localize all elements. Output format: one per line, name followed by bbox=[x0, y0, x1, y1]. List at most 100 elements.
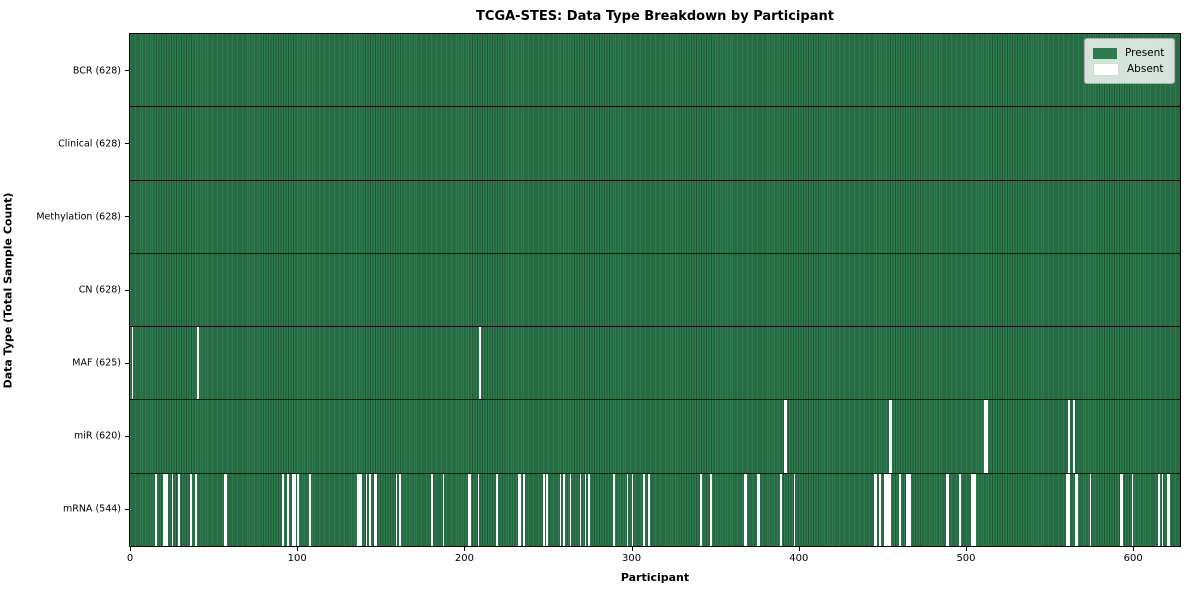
absent-stripe bbox=[700, 473, 702, 546]
absent-stripe bbox=[479, 327, 482, 400]
absent-stripe bbox=[477, 473, 480, 546]
xtick-label-300: 300 bbox=[622, 553, 642, 564]
xtick-label-0: 0 bbox=[126, 553, 134, 564]
absent-stripe bbox=[758, 473, 761, 546]
absent-stripe bbox=[885, 473, 888, 546]
xtick-mark bbox=[631, 547, 633, 551]
absent-stripe bbox=[467, 473, 470, 546]
absent-stripe bbox=[972, 473, 975, 546]
ytick-mark bbox=[125, 362, 129, 364]
absent-stripe bbox=[469, 473, 472, 546]
absent-stripe bbox=[374, 473, 376, 546]
xtick-mark bbox=[965, 547, 967, 551]
absent-stripe bbox=[588, 473, 590, 546]
absent-stripe bbox=[643, 473, 645, 546]
xtick-mark bbox=[798, 547, 800, 551]
x-axis-label: Participant bbox=[620, 571, 690, 584]
absent-stripe bbox=[889, 473, 891, 546]
absent-stripe bbox=[756, 473, 759, 546]
heatmap-row-mir bbox=[130, 399, 1180, 473]
absent-stripe bbox=[155, 473, 157, 546]
ytick-mark bbox=[125, 216, 129, 218]
absent-stripe bbox=[519, 473, 522, 546]
absent-stripe bbox=[743, 473, 746, 546]
absent-stripe bbox=[1067, 473, 1070, 546]
absent-stripe bbox=[1158, 473, 1160, 546]
absent-stripe bbox=[884, 473, 886, 546]
absent-stripe bbox=[974, 473, 976, 546]
absent-stripe bbox=[887, 473, 890, 546]
absent-stripe bbox=[542, 473, 545, 546]
absent-stripe bbox=[584, 473, 587, 546]
absent-stripe bbox=[546, 473, 548, 546]
xtick-mark bbox=[464, 547, 466, 551]
absent-stripe bbox=[569, 473, 572, 546]
absent-stripe bbox=[945, 473, 948, 546]
absent-stripe bbox=[631, 473, 634, 546]
ytick-mark bbox=[125, 435, 129, 437]
absent-stripe bbox=[287, 473, 289, 546]
ytick-mark bbox=[125, 508, 129, 510]
absent-stripe bbox=[1121, 473, 1124, 546]
absent-stripe bbox=[196, 327, 199, 400]
absent-stripe bbox=[190, 473, 192, 546]
absent-stripe bbox=[163, 473, 166, 546]
absent-stripe bbox=[357, 473, 360, 546]
absent-stripe bbox=[947, 473, 950, 546]
absent-stripe bbox=[579, 473, 582, 546]
absent-stripe bbox=[166, 473, 169, 546]
absent-stripe bbox=[225, 473, 227, 546]
heatmap-row-bcr bbox=[130, 34, 1180, 107]
absent-stripe bbox=[375, 473, 378, 546]
absent-stripe bbox=[1161, 473, 1164, 546]
absent-stripe bbox=[875, 473, 878, 546]
plot-area bbox=[129, 33, 1181, 547]
legend: Present Absent bbox=[1084, 38, 1175, 84]
absent-stripe bbox=[297, 473, 299, 546]
absent-stripe bbox=[1067, 400, 1070, 473]
absent-stripe bbox=[559, 473, 562, 546]
absent-stripe bbox=[430, 473, 433, 546]
absent-stripe bbox=[793, 473, 796, 546]
absent-stripe bbox=[648, 473, 650, 546]
ytick-label-maf: MAF (625) bbox=[72, 357, 121, 369]
absent-stripe bbox=[905, 473, 908, 546]
xtick-label-200: 200 bbox=[454, 553, 474, 564]
absent-stripe bbox=[984, 400, 987, 473]
absent-stripe bbox=[131, 327, 134, 400]
present-swatch bbox=[1093, 47, 1117, 59]
absent-stripe bbox=[626, 473, 629, 546]
absent-stripe bbox=[282, 473, 284, 546]
absent-stripe bbox=[1131, 473, 1134, 546]
absent-stripe bbox=[399, 473, 401, 546]
heatmap-row-clinical bbox=[130, 106, 1180, 180]
ytick-mark bbox=[125, 143, 129, 145]
absent-stripe bbox=[395, 473, 398, 546]
absent-swatch bbox=[1093, 62, 1119, 76]
absent-stripe bbox=[710, 473, 712, 546]
absent-stripe bbox=[971, 473, 973, 546]
absent-stripe bbox=[889, 400, 891, 473]
ytick-label-bcr: BCR (628) bbox=[72, 65, 121, 77]
absent-stripe bbox=[360, 473, 363, 546]
absent-stripe bbox=[780, 473, 783, 546]
xtick-label-400: 400 bbox=[789, 553, 809, 564]
legend-label-present: Present bbox=[1125, 47, 1165, 59]
absent-stripe bbox=[1089, 473, 1092, 546]
xtick-label-100: 100 bbox=[287, 553, 307, 564]
absent-stripe bbox=[293, 473, 296, 546]
absent-stripe bbox=[907, 473, 910, 546]
xtick-mark bbox=[297, 547, 299, 551]
absent-stripe bbox=[1168, 473, 1170, 546]
ytick-mark bbox=[125, 70, 129, 72]
xtick-label-600: 600 bbox=[1123, 553, 1143, 564]
heatmap-row-mrna bbox=[130, 472, 1180, 546]
absent-stripe bbox=[1066, 473, 1068, 546]
absent-stripe bbox=[365, 473, 368, 546]
ytick-label-clinical: Clinical (628) bbox=[58, 138, 121, 150]
absent-stripe bbox=[171, 473, 174, 546]
absent-stripe bbox=[359, 473, 361, 546]
ytick-mark bbox=[125, 289, 129, 291]
absent-stripe bbox=[442, 473, 445, 546]
absent-stripe bbox=[1119, 473, 1122, 546]
